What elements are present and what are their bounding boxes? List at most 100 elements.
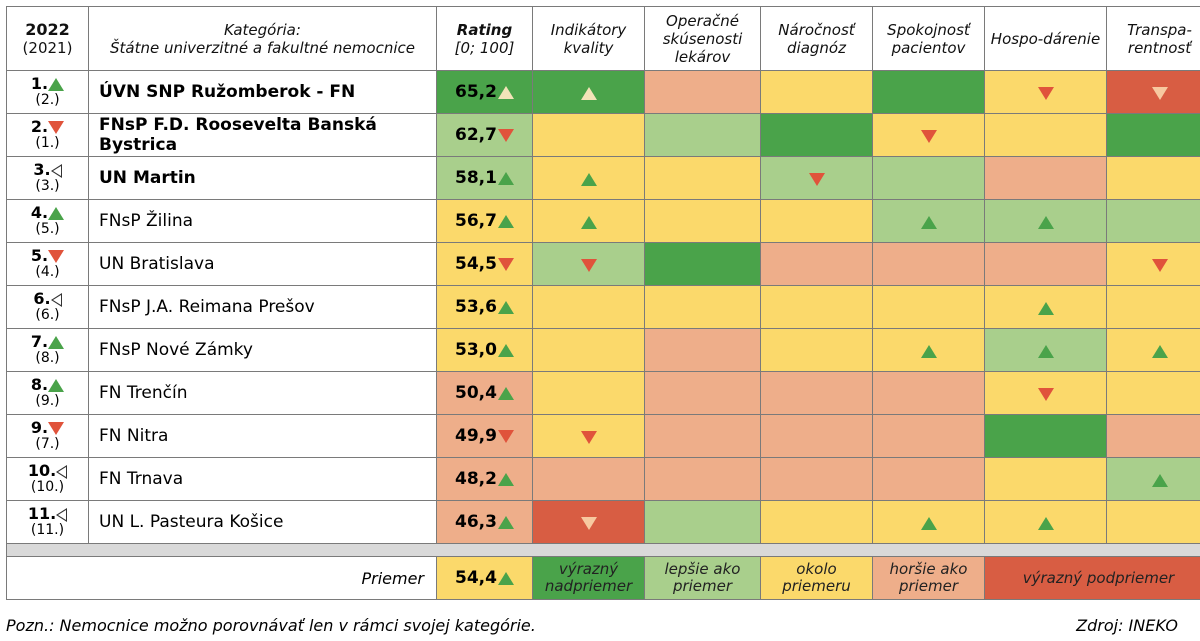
indicator-cell	[760, 70, 873, 114]
hospital-name: UN Bratislava	[88, 242, 437, 286]
indicator-cell	[984, 500, 1107, 544]
rating-range: [0; 100]	[454, 38, 515, 57]
indicator-cell	[984, 242, 1107, 286]
rank-current: 3.	[7, 161, 88, 178]
indicator-cell	[644, 156, 761, 200]
indicator-cell	[532, 328, 645, 372]
rank-cell: 3. (3.)	[6, 156, 89, 200]
arrow-left-outline-icon	[50, 163, 62, 178]
rating-cell: 62,7	[436, 113, 533, 157]
rank-cell: 6. (6.)	[6, 285, 89, 329]
indicator-cell	[760, 457, 873, 501]
arrow-up-icon	[497, 515, 514, 529]
indicator-cell	[532, 242, 645, 286]
rank-current: 8.	[7, 376, 88, 393]
arrow-down-icon	[1151, 258, 1168, 272]
arrow-down-icon	[497, 429, 514, 443]
hospital-name: FNsP Nové Zámky	[88, 328, 437, 372]
rating-cell: 49,9	[436, 414, 533, 458]
indicator-cell	[984, 371, 1107, 415]
rank-current: 1.	[7, 75, 88, 92]
table-row: 5. (4.) UN Bratislava 54,5	[6, 242, 1200, 286]
rank-previous: (1.)	[35, 135, 60, 151]
average-row: Priemer 54,4 výrazný nadpriemer lepšie a…	[6, 556, 1200, 600]
indicator-cell	[872, 156, 985, 200]
average-score-cell: 54,4	[436, 556, 533, 600]
column-header: Spokojnosť pacientov	[872, 6, 985, 71]
legend-item: lepšie ako priemer	[644, 556, 761, 600]
rank-number: 1.	[30, 74, 49, 93]
rank-number: 2.	[30, 117, 49, 136]
indicator-cell	[644, 328, 761, 372]
arrow-down-icon	[497, 257, 514, 271]
indicator-cell	[644, 242, 761, 286]
year-previous: (2021)	[22, 38, 73, 57]
indicator-cell	[532, 199, 645, 243]
average-label: Priemer	[6, 556, 437, 600]
indicator-cell	[1106, 457, 1200, 501]
indicator-cell	[872, 500, 985, 544]
rank-cell: 5. (4.)	[6, 242, 89, 286]
rating-value: 50,4	[455, 383, 497, 403]
rating-title: Rating	[456, 20, 513, 39]
column-header: Náročnosť diagnóz	[760, 6, 873, 71]
table-row: 1. (2.) ÚVN SNP Ružomberok - FN 65,2	[6, 70, 1200, 114]
arrow-down-icon	[48, 121, 65, 134]
rating-cell: 56,7	[436, 199, 533, 243]
rank-number: 11.	[27, 504, 57, 523]
ranking-table: 2022 (2021) Kategória: Štátne univerzitn…	[6, 6, 1200, 600]
indicator-cell	[872, 70, 985, 114]
arrow-up-icon	[1037, 215, 1054, 229]
legend-item: výrazný podpriemer	[984, 556, 1200, 600]
arrow-up-icon	[920, 215, 937, 229]
rating-cell: 50,4	[436, 371, 533, 415]
indicator-cell	[644, 113, 761, 157]
indicator-cell	[984, 113, 1107, 157]
rank-number: 7.	[30, 332, 49, 351]
rank-cell: 1. (2.)	[6, 70, 89, 114]
arrow-up-icon	[48, 207, 65, 220]
column-header: Transpa-rentnosť	[1106, 6, 1200, 71]
footer-note: Pozn.: Nemocnice možno porovnávať len v …	[6, 616, 536, 635]
arrow-up-icon	[497, 386, 514, 400]
indicator-cell	[532, 500, 645, 544]
indicator-cell	[532, 113, 645, 157]
indicator-cell	[984, 199, 1107, 243]
indicator-cell	[644, 199, 761, 243]
rating-cell: 65,2	[436, 70, 533, 114]
hospital-name: FNsP Žilina	[88, 199, 437, 243]
rank-previous: (4.)	[35, 264, 60, 280]
rank-current: 7.	[7, 333, 88, 350]
indicator-cell	[532, 156, 645, 200]
arrow-up-icon	[1151, 473, 1168, 487]
arrow-up-icon	[580, 172, 597, 186]
indicator-cell	[1106, 70, 1200, 114]
arrow-up-icon	[48, 379, 65, 392]
arrow-up-icon	[497, 300, 514, 314]
indicator-cell	[760, 414, 873, 458]
indicator-cell	[984, 70, 1107, 114]
rank-previous: (8.)	[35, 350, 60, 366]
legend-item: výrazný nadpriemer	[532, 556, 645, 600]
indicator-cell	[984, 328, 1107, 372]
rating-cell: 58,1	[436, 156, 533, 200]
indicator-cell	[644, 500, 761, 544]
indicator-cell	[760, 242, 873, 286]
table-row: 11. (11.) UN L. Pasteura Košice 46,3	[6, 500, 1200, 544]
rating-cell: 53,6	[436, 285, 533, 329]
column-header: Operačné skúsenosti lekárov	[644, 6, 761, 71]
table-row: 10. (10.) FN Trnava 48,2	[6, 457, 1200, 501]
arrow-down-icon	[1151, 86, 1168, 100]
indicator-cell	[1106, 285, 1200, 329]
arrow-up-icon	[1037, 344, 1054, 358]
indicator-cell	[644, 457, 761, 501]
indicator-cell	[1106, 500, 1200, 544]
indicator-cell	[760, 371, 873, 415]
indicator-cell	[760, 285, 873, 329]
indicator-cell	[984, 285, 1107, 329]
rank-cell: 2. (1.)	[6, 113, 89, 157]
hospital-name: UN Martin	[88, 156, 437, 200]
arrow-up-icon	[580, 86, 597, 100]
hospital-name: UN L. Pasteura Košice	[88, 500, 437, 544]
rating-cell: 46,3	[436, 500, 533, 544]
